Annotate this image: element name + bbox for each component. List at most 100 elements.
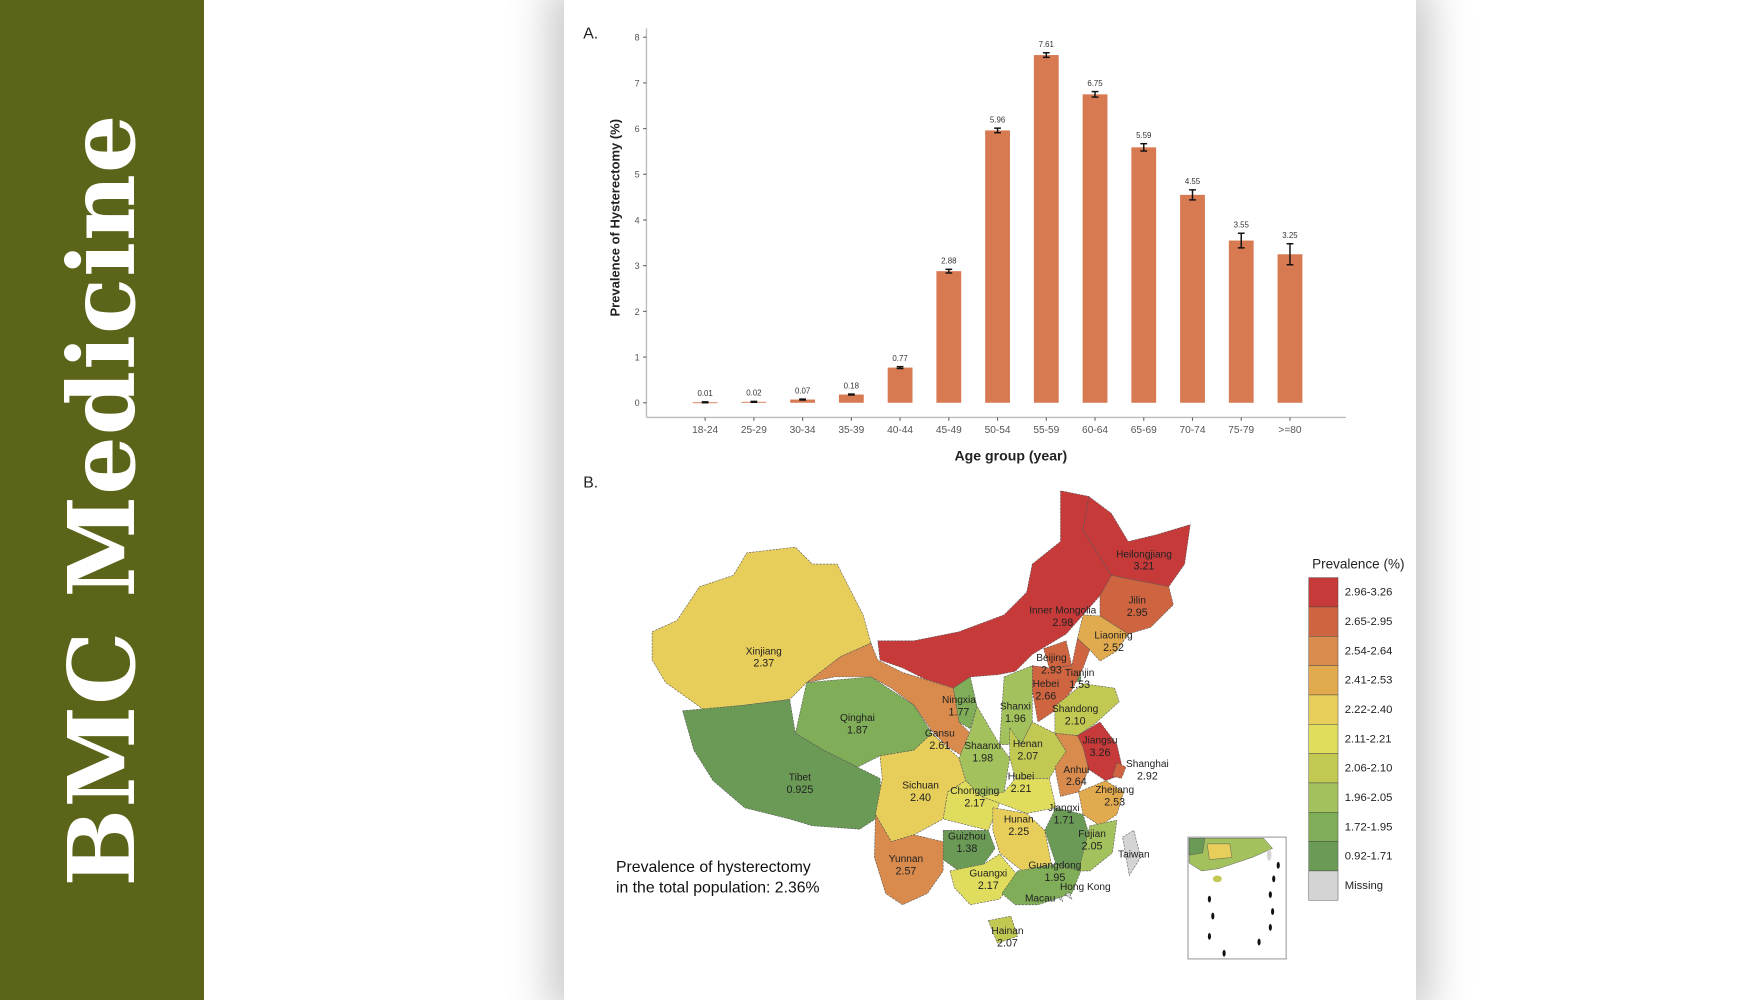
province-name-gansu: Gansu	[925, 729, 955, 740]
province-name-hainan: Hainan	[991, 926, 1023, 937]
legend-swatch	[1308, 870, 1339, 901]
province-value-beijing: 2.93	[1041, 665, 1062, 677]
panel-b-label: B.	[583, 474, 598, 491]
nine-dash-line-segment	[1276, 861, 1280, 869]
province-name-qinghai: Qinghai	[840, 713, 875, 724]
province-value-guangdong: 1.95	[1044, 872, 1065, 884]
province-guangdong	[1001, 863, 1082, 906]
province-name-guangxi: Guangxi	[969, 869, 1007, 880]
province-name-shanxi: Shanxi	[1000, 702, 1031, 713]
province-inner-mongolia	[877, 490, 1112, 689]
legend-label: 0.92-1.71	[1345, 851, 1393, 863]
province-shandong	[1054, 683, 1120, 736]
legend-swatch	[1308, 636, 1339, 666]
nine-dash-line-segment	[1268, 923, 1272, 931]
south-china-sea-inset	[1187, 836, 1287, 960]
province-taiwan	[1122, 829, 1141, 877]
province-zhejiang	[1078, 780, 1125, 827]
province-value-jiangxi: 1.71	[1053, 815, 1074, 827]
x-tick-label: 60-64	[1082, 425, 1108, 436]
province-value-hainan: 2.07	[997, 938, 1018, 950]
legend-swatch	[1308, 665, 1339, 696]
y-tick-label: 8	[635, 33, 640, 43]
province-heilongjiang	[1082, 495, 1191, 587]
nine-dash-line-segment	[1211, 912, 1215, 920]
province-jilin	[1099, 575, 1174, 635]
data-label: 0.02	[746, 389, 761, 398]
province-name-shanghai: Shanghai	[1126, 759, 1169, 770]
province-hebei	[1032, 637, 1091, 723]
province-anhui	[1054, 732, 1090, 797]
data-label: 3.55	[1234, 221, 1250, 230]
province-value-tianjin: 1.53	[1069, 679, 1090, 691]
data-label: 0.18	[844, 381, 860, 390]
province-name-jilin: Jilin	[1128, 596, 1145, 607]
province-value-chongqing: 2.17	[964, 798, 985, 810]
y-tick-label: 7	[635, 78, 640, 88]
province-name-anhui: Anhui	[1063, 765, 1089, 776]
legend-label: 2.41-2.53	[1345, 675, 1393, 687]
province-value-ningxia: 1.77	[949, 706, 970, 718]
province-value-shanxi: 1.96	[1005, 713, 1026, 725]
province-value-guangxi: 2.17	[978, 880, 999, 892]
province-name-beijing: Beijing	[1036, 653, 1066, 664]
map-legend: Prevalence (%) 2.96-3.26 2.65-2.95 2.54-2.6…	[1308, 557, 1404, 901]
nine-dash-line-segment	[1207, 895, 1212, 903]
inset-province	[1188, 837, 1206, 856]
bar	[1131, 147, 1157, 403]
province-name-inner-mongolia: Inner Mongolia	[1029, 606, 1096, 617]
province-shaanxi	[958, 705, 1011, 797]
province-name-xinjiang: Xinjiang	[746, 646, 782, 657]
legend-swatch	[1308, 841, 1339, 872]
bar	[838, 394, 864, 403]
x-tick-label: 50-54	[985, 425, 1011, 436]
x-tick-label: >=80	[1278, 425, 1301, 436]
province-name-zhejiang: Zhejiang	[1095, 785, 1134, 796]
province-value-jiangsu: 3.26	[1090, 747, 1111, 759]
province-value-fujian: 2.05	[1082, 841, 1103, 853]
province-name-hebei: Hebei	[1033, 679, 1060, 690]
bar	[1228, 240, 1254, 403]
province-chongqing	[942, 780, 1000, 831]
data-label: 4.55	[1185, 177, 1201, 186]
x-tick-label: 75-79	[1228, 425, 1254, 436]
legend-swatch	[1308, 812, 1339, 842]
province-value-shaanxi: 1.98	[972, 753, 993, 765]
province-name-jiangsu: Jiangsu	[1083, 735, 1118, 746]
bar-chart: 0 1 2 3 4 5 6 7 8 0.01 18-24 0.02 25-29 0.07 30-34 0.18…	[607, 28, 1346, 463]
bar	[1180, 194, 1205, 403]
province-xinjiang	[651, 546, 872, 712]
y-tick-label: 5	[635, 170, 640, 180]
inset-province	[1206, 843, 1233, 860]
data-label: 0.07	[795, 386, 810, 395]
data-label: 0.77	[892, 354, 907, 363]
province-name-hubei: Hubei	[1008, 772, 1035, 783]
bar	[790, 399, 816, 403]
data-label: 7.61	[1039, 40, 1054, 49]
legend-title: Prevalence (%)	[1312, 557, 1404, 572]
province-name-guangdong: Guangdong	[1028, 861, 1081, 872]
x-tick-label: 18-24	[692, 425, 718, 436]
province-value-henan: 2.07	[1017, 750, 1038, 762]
x-tick-label: 30-34	[790, 425, 816, 436]
province-name-ningxia: Ningxia	[942, 695, 976, 706]
province-macau	[1057, 896, 1064, 903]
province-name-fujian: Fujian	[1078, 829, 1106, 840]
nine-dash-line-segment	[1257, 938, 1261, 946]
province-value-hebei: 2.66	[1035, 690, 1056, 702]
province-value-zhejiang: 2.53	[1104, 797, 1125, 809]
y-tick-label: 4	[635, 215, 640, 225]
province-name-shandong: Shandong	[1052, 704, 1098, 715]
bar	[1082, 94, 1108, 403]
province-name-liaoning: Liaoning	[1094, 631, 1132, 642]
legend-swatch	[1308, 577, 1339, 608]
bar	[936, 271, 962, 403]
legend-label: 2.22-2.40	[1345, 704, 1393, 716]
province-gansu	[806, 642, 971, 759]
x-tick-label: 40-44	[887, 425, 913, 436]
panel-a-label: A.	[583, 25, 598, 42]
province-value-shanghai: 2.92	[1137, 771, 1158, 783]
nine-dash-line-segment	[1222, 949, 1226, 957]
province-name-hong-kong: Hong Kong	[1060, 882, 1111, 893]
